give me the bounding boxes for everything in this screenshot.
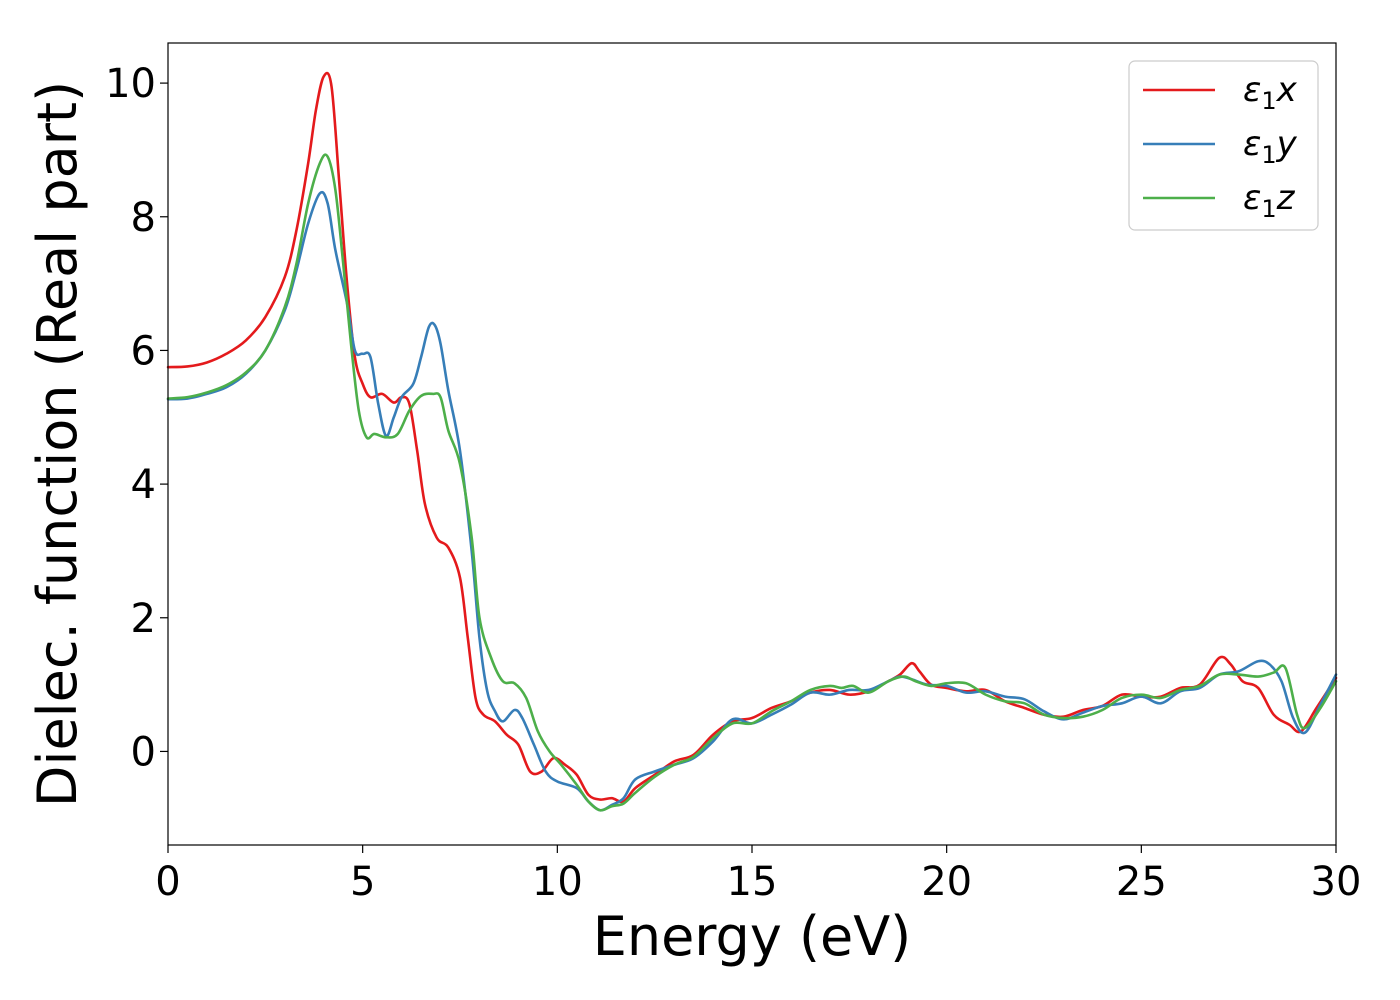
- y-axis: 0 2 4 6 8 10: [105, 61, 168, 775]
- y-tick-label: 4: [131, 462, 156, 508]
- legend-label-z: ε1z: [1243, 178, 1296, 223]
- x-tick-label: 25: [1116, 859, 1167, 905]
- legend-label-x: ε1x: [1243, 70, 1298, 115]
- x-tick-label: 15: [727, 859, 778, 905]
- y-axis-label: Dielec. function (Real part): [26, 81, 89, 807]
- x-tick-label: 20: [921, 859, 972, 905]
- x-axis-label: Energy (eV): [593, 905, 912, 968]
- x-axis: 0 5 10 15 20 25 30: [155, 845, 1361, 905]
- legend-box: [1128, 60, 1319, 231]
- y-tick-label: 8: [131, 195, 156, 241]
- legend: ε1x ε1y ε1z: [1128, 60, 1319, 231]
- x-tick-label: 10: [532, 859, 583, 905]
- series-layer: [166, 71, 1338, 812]
- series-line-z: [166, 153, 1338, 812]
- y-tick-label: 10: [105, 61, 156, 107]
- y-tick-label: 0: [131, 729, 156, 775]
- y-tick-label: 6: [131, 328, 156, 374]
- y-tick-label: 2: [131, 596, 156, 642]
- legend-label-y: ε1y: [1243, 124, 1298, 169]
- series-line-x: [166, 71, 1338, 804]
- x-tick-label: 30: [1311, 859, 1362, 905]
- x-tick-label: 0: [155, 859, 180, 905]
- x-tick-label: 5: [350, 859, 375, 905]
